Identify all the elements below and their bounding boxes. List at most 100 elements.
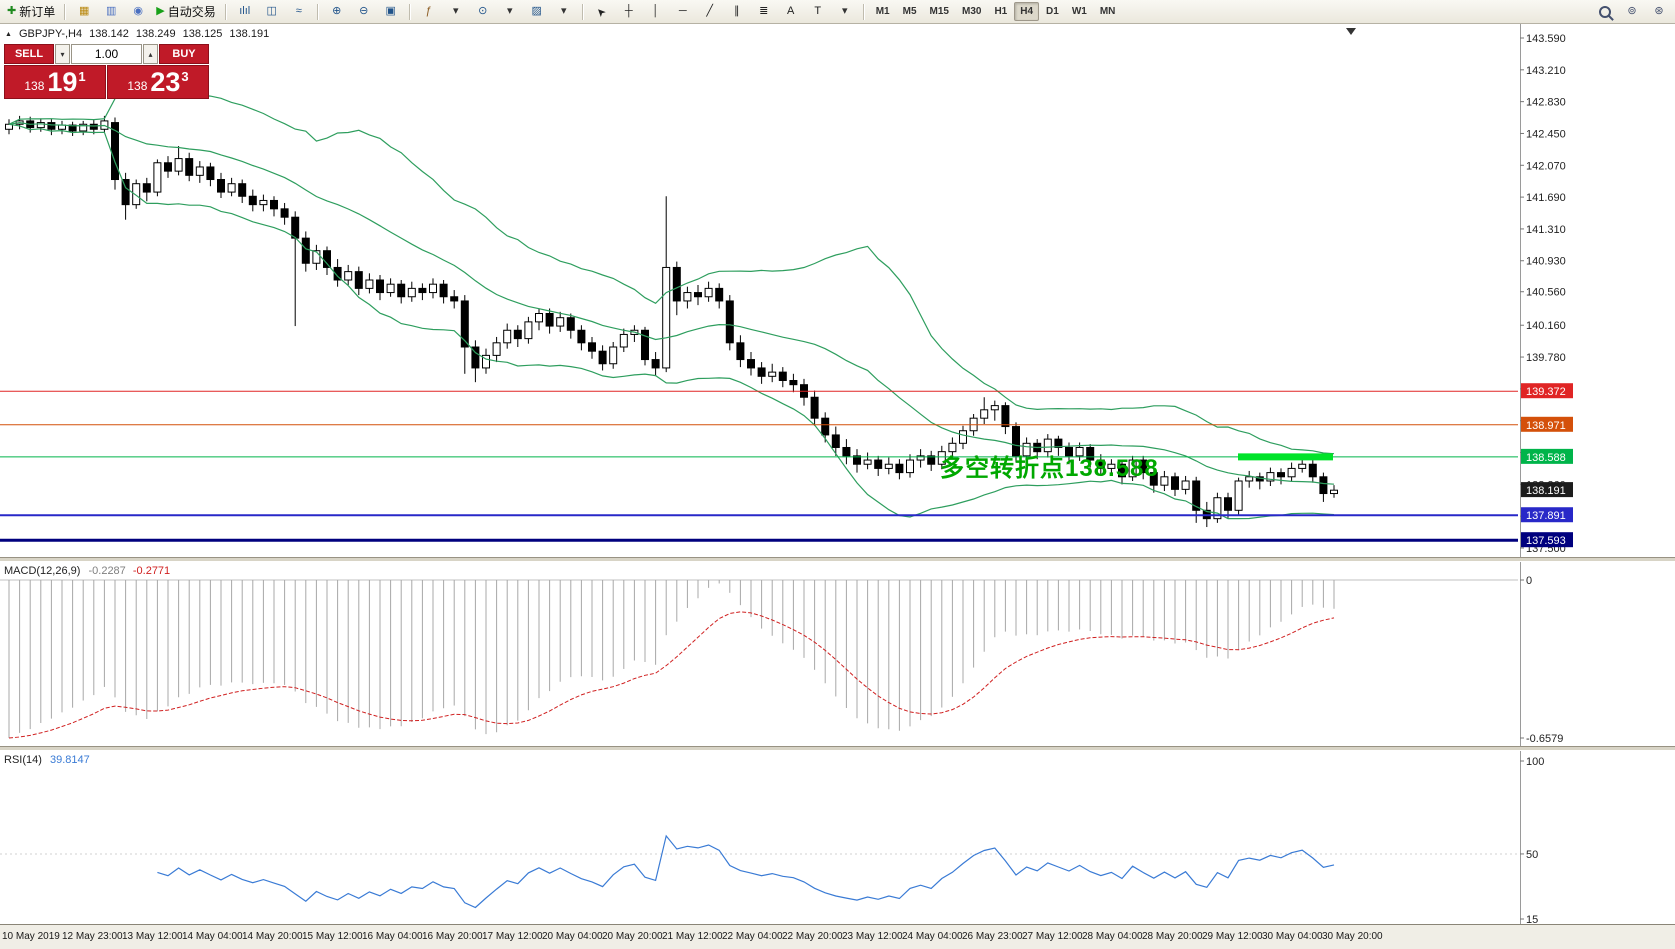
help-button[interactable]: ⊚ (1619, 1, 1645, 23)
time-label: 20 May 20:00 (602, 931, 663, 942)
sell-button[interactable]: SELL (4, 44, 54, 64)
rsi-indicator-label: RSI(14) 39.8147 (4, 754, 90, 766)
templates-button[interactable]: ▨ (524, 1, 550, 23)
price-axis-tags: 139.372 138.971 138.588 138.191 137.891 137.5… (1521, 383, 1573, 548)
community-button[interactable]: ⊛ (1646, 1, 1672, 23)
templates-dropdown[interactable]: ▾ (551, 1, 577, 23)
chevron-down-icon: ▾ (60, 49, 65, 59)
candlestick-button[interactable]: ◫ (259, 1, 285, 23)
svg-text:139.780: 139.780 (1526, 352, 1566, 364)
periods-button[interactable]: ⊙ (470, 1, 496, 23)
macd-main-value: -0.2287 (88, 565, 126, 577)
symbol-period-label: GBPJPY-,H4 (18, 28, 83, 40)
magnifier-icon (1599, 5, 1611, 18)
cursor-icon: ➤ (593, 4, 609, 20)
line-chart-button[interactable]: ≈ (286, 1, 312, 23)
timeframe-h1[interactable]: H1 (994, 6, 1008, 17)
timeframe-m15[interactable]: M15 (929, 6, 949, 17)
svg-text:141.310: 141.310 (1526, 224, 1566, 236)
buy-price-pips: 23 (150, 67, 181, 97)
profiles-button[interactable]: ▥ (98, 1, 124, 23)
buy-button[interactable]: BUY (159, 44, 209, 64)
ohlc-high: 138.249 (135, 28, 176, 40)
new-order-button[interactable]: ✚ 新订单 (3, 1, 59, 23)
indicators-dropdown[interactable]: ▾ (443, 1, 469, 23)
svg-text:138.588: 138.588 (1526, 452, 1566, 464)
channel-button[interactable]: ∥ (724, 1, 750, 23)
rsi-axis: 100 50 15 (1520, 756, 1544, 924)
time-label: 21 May 12:00 (662, 931, 723, 942)
vertical-line-button[interactable]: │ (643, 1, 669, 23)
horizontal-line-objects[interactable] (0, 390, 1518, 542)
autotrading-button[interactable]: ▶ 自动交易 (152, 1, 219, 23)
volume-stepper-up[interactable]: ▴ (143, 44, 158, 64)
svg-text:140.160: 140.160 (1526, 320, 1566, 332)
volume-dropdown[interactable]: ▾ (55, 44, 70, 64)
zoom-in-button[interactable]: ⊕ (324, 1, 350, 23)
svg-text:142.830: 142.830 (1526, 97, 1566, 109)
timeframe-d1[interactable]: D1 (1046, 6, 1059, 17)
zoom-out-icon: ⊖ (359, 5, 369, 17)
scroll-anchor-icon[interactable] (1346, 28, 1356, 35)
ohlc-low: 138.125 (182, 28, 223, 40)
svg-text:138.971: 138.971 (1526, 420, 1566, 432)
buy-price-button[interactable]: 138 23 3 (107, 65, 209, 99)
macd-canvas[interactable]: 0 -0.6579 (0, 562, 1675, 746)
vertical-line-icon: │ (652, 5, 660, 17)
indicators-button[interactable]: ƒ (416, 1, 442, 23)
macd-axis: 0 -0.6579 (1520, 575, 1563, 745)
sell-price-button[interactable]: 138 19 1 (4, 65, 106, 99)
timeframe-mn[interactable]: MN (1099, 6, 1116, 17)
toolbar-separator (64, 3, 67, 20)
price-chart-canvas[interactable]: 143.590 143.210 142.830 142.450 142.070 141.6… (0, 24, 1675, 557)
chart-annotation: 多空转折点138.588 (940, 455, 1159, 482)
rsi-canvas[interactable]: 100 50 15 (0, 751, 1675, 924)
timeframe-m30[interactable]: M30 (961, 6, 982, 17)
trendline-button[interactable]: ╱ (697, 1, 723, 23)
charts-button[interactable]: ▦ (71, 1, 97, 23)
time-axis[interactable]: 10 May 2019 12 May 23:00 13 May 12:00 14 Ma… (0, 924, 1675, 949)
one-click-trading-widget[interactable]: SELL ▾ 1.00 ▴ BUY 138 19 1 138 23 3 (4, 44, 209, 99)
pane-resize-divider[interactable] (0, 746, 1675, 751)
label-button[interactable]: T (805, 1, 831, 23)
text-icon: A (787, 5, 795, 17)
time-label: 13 May 12:00 (122, 931, 183, 942)
svg-text:141.690: 141.690 (1526, 192, 1566, 204)
pane-resize-divider[interactable] (0, 557, 1675, 562)
timeframe-w1[interactable]: W1 (1071, 6, 1087, 17)
macd-histogram (8, 580, 1335, 738)
bar-chart-button[interactable]: ılıl (232, 1, 258, 23)
time-label: 27 May 12:00 (1022, 931, 1083, 942)
timeframe-h4[interactable]: H4 (1014, 2, 1040, 21)
alerts-button[interactable]: ◉ (125, 1, 151, 23)
horizontal-line-button[interactable]: ─ (670, 1, 696, 23)
label-icon: T (814, 5, 822, 17)
symbol-header: ▲ GBPJPY-,H4 138.142 138.249 138.125 138… (5, 28, 269, 40)
toolbar-separator (224, 3, 227, 20)
text-button[interactable]: A (778, 1, 804, 23)
tile-windows-button[interactable]: ▣ (378, 1, 404, 23)
search-button[interactable] (1592, 1, 1618, 23)
cursor-button[interactable]: ➤ (589, 1, 615, 23)
shapes-dropdown[interactable]: ▾ (832, 1, 858, 23)
rsi-pane[interactable]: 100 50 15 (0, 751, 1675, 924)
time-label: 20 May 04:00 (542, 931, 603, 942)
timeframe-m1[interactable]: M1 (875, 6, 890, 17)
macd-pane[interactable]: 0 -0.6579 (0, 562, 1675, 746)
main-chart-pane[interactable]: 143.590 143.210 142.830 142.450 142.070 141.6… (0, 24, 1675, 557)
periods-dropdown[interactable]: ▾ (497, 1, 523, 23)
volume-input[interactable]: 1.00 (71, 44, 142, 64)
zoom-out-button[interactable]: ⊖ (351, 1, 377, 23)
toolbar: ✚ 新订单 ▦ ▥ ◉ ▶ 自动交易 ılıl ◫ ≈ ⊕ ⊖ ▣ ƒ ▾ ⊙ ▾ ▨ ▾ ➤ ┼ │ ─ ╱ ∥ ≣ A T ▾ M1 M… (0, 0, 1675, 24)
toolbar-separator (316, 3, 319, 20)
price-axis: 143.590 143.210 142.830 142.450 142.070 141.6… (1520, 24, 1566, 557)
crosshair-button[interactable]: ┼ (616, 1, 642, 23)
time-label: 22 May 20:00 (782, 931, 843, 942)
fibonacci-button[interactable]: ≣ (751, 1, 777, 23)
svg-text:139.372: 139.372 (1526, 386, 1566, 398)
macd-signal-line (8, 611, 1335, 739)
sell-price-pips: 19 (47, 67, 78, 97)
time-label: 29 May 12:00 (1202, 931, 1263, 942)
timeframe-m5[interactable]: M5 (902, 6, 917, 17)
